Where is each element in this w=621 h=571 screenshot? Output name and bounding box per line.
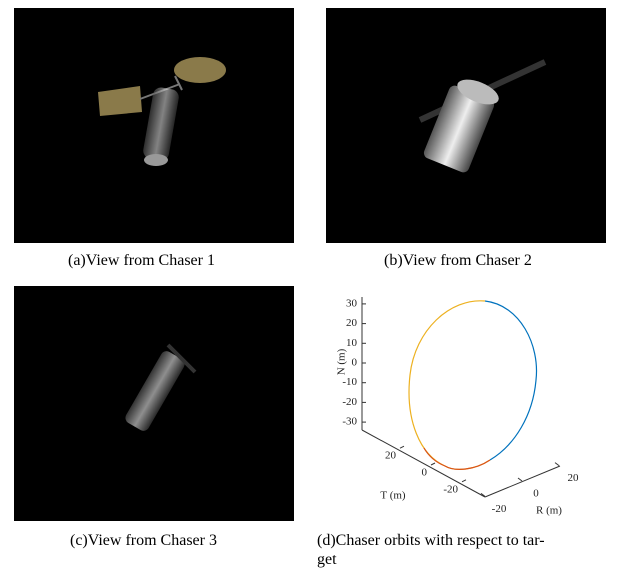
orbit-chaser-b [409,301,490,470]
n-tick-label: 0 [352,357,358,369]
orbit-chaser-a [485,301,537,460]
r-tick-label: 0 [533,488,539,500]
r-tick-label: 20 [568,472,580,484]
r-tick [555,463,559,466]
n-tick-label: 10 [346,337,358,349]
t-tick-label: -20 [443,483,458,495]
n-tick-label: 20 [346,317,358,329]
t-axis-label: T (m) [380,490,405,502]
t-tick [400,446,404,448]
figure-graphics: N (m) T (m) R (m) 30 20 10 0 -10 -20 -30 20 0 -20… [0,0,621,571]
r-tick-label: -20 [492,503,507,515]
t-tick [462,480,466,482]
caption-c: (c)View from Chaser 3 [70,532,217,550]
n-tick-label: -20 [342,396,357,408]
t-axis [362,430,485,497]
n-tick-label: -10 [342,376,357,388]
n-axis-label: N (m) [336,348,348,375]
r-axis [485,466,560,497]
caption-a: (a)View from Chaser 1 [68,252,215,270]
caption-d-line-2: get [317,551,337,569]
t-tick [431,463,435,465]
caption-d-line-1: (d)Chaser orbits with respect to tar- [317,532,545,550]
figure: N (m) T (m) R (m) 30 20 10 0 -10 -20 -30 20 0 -20… [0,0,621,571]
t-tick-label: 0 [422,467,428,479]
n-tick-label: -30 [342,416,357,428]
caption-b: (b)View from Chaser 2 [384,252,532,270]
r-axis-label: R (m) [536,505,562,517]
r-tick [518,478,522,481]
n-tick-label: 30 [346,297,358,309]
t-tick-label: 20 [385,450,397,462]
